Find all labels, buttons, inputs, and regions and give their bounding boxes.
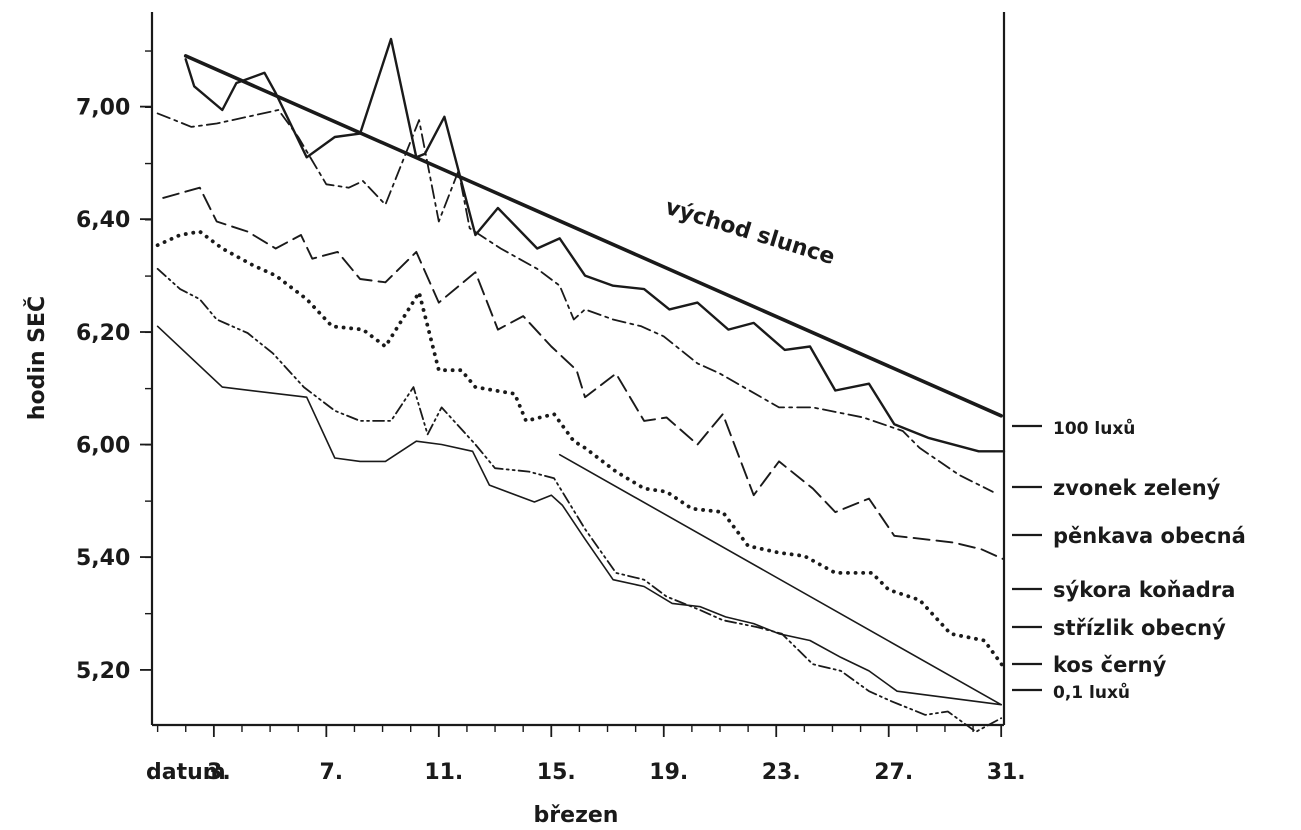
plot-frame: [150, 12, 1006, 727]
series-line-kos-cerny: [156, 325, 1003, 706]
x-tick-label: 7.: [320, 760, 344, 785]
x-tick-label: 3.: [207, 760, 231, 785]
legend-label: sýkora koňadra: [1053, 578, 1235, 602]
series-line-vychod-slunce: [183, 54, 1004, 418]
y-tick-label: 5,20: [76, 659, 130, 684]
series-line-strizlik-obecny: [156, 267, 1003, 733]
y-tick-label: 6,40: [76, 208, 130, 233]
minor-ticks: [145, 50, 974, 732]
x-axis-ticks: 3. 7. 11. 15. 19. 23. 27. 31.: [207, 725, 1026, 785]
x-axis-title: březen: [534, 803, 619, 828]
legend-label: pěnkava obecná: [1053, 524, 1246, 548]
x-tick-label: 27.: [874, 760, 913, 785]
legend-label: 0,1 luxů: [1053, 681, 1130, 703]
series-line-zvonek-zeleny: [156, 109, 994, 493]
series-line-penkava-obecna: [162, 186, 1005, 561]
legend-label: zvonek zelený: [1053, 476, 1221, 500]
legend: 100 luxů zvonek zelený pěnkava obecná sýkor…: [1012, 417, 1246, 703]
series-line-0-1-luxu: [558, 453, 1003, 706]
legend-label: střízlik obecný: [1053, 616, 1226, 640]
x-tick-label: 19.: [649, 760, 688, 785]
x-tick-label: 15.: [537, 760, 576, 785]
series-layer: [155, 37, 1006, 733]
y-axis-title: hodin SEČ: [24, 296, 50, 420]
y-tick-label: 6,20: [76, 321, 130, 346]
y-tick-label: 7,00: [76, 96, 130, 121]
series-line-sykora-konadra: [155, 229, 1006, 670]
series-line-100-luxu: [184, 37, 1006, 453]
x-tick-label: 23.: [762, 760, 801, 785]
x-tick-label: 11.: [424, 760, 463, 785]
y-tick-label: 6,00: [76, 434, 130, 459]
y-axis-ticks: 7,00 6,40 6,20 6,00 5,40 5,20: [76, 96, 152, 684]
sunrise-annotation: východ slunce: [662, 195, 837, 270]
y-tick-label: 5,40: [76, 546, 130, 571]
x-axis-prefix-label: datum: [146, 760, 226, 785]
legend-label: kos černý: [1053, 653, 1167, 677]
legend-label: 100 luxů: [1053, 417, 1135, 439]
x-tick-label: 31.: [987, 760, 1026, 785]
